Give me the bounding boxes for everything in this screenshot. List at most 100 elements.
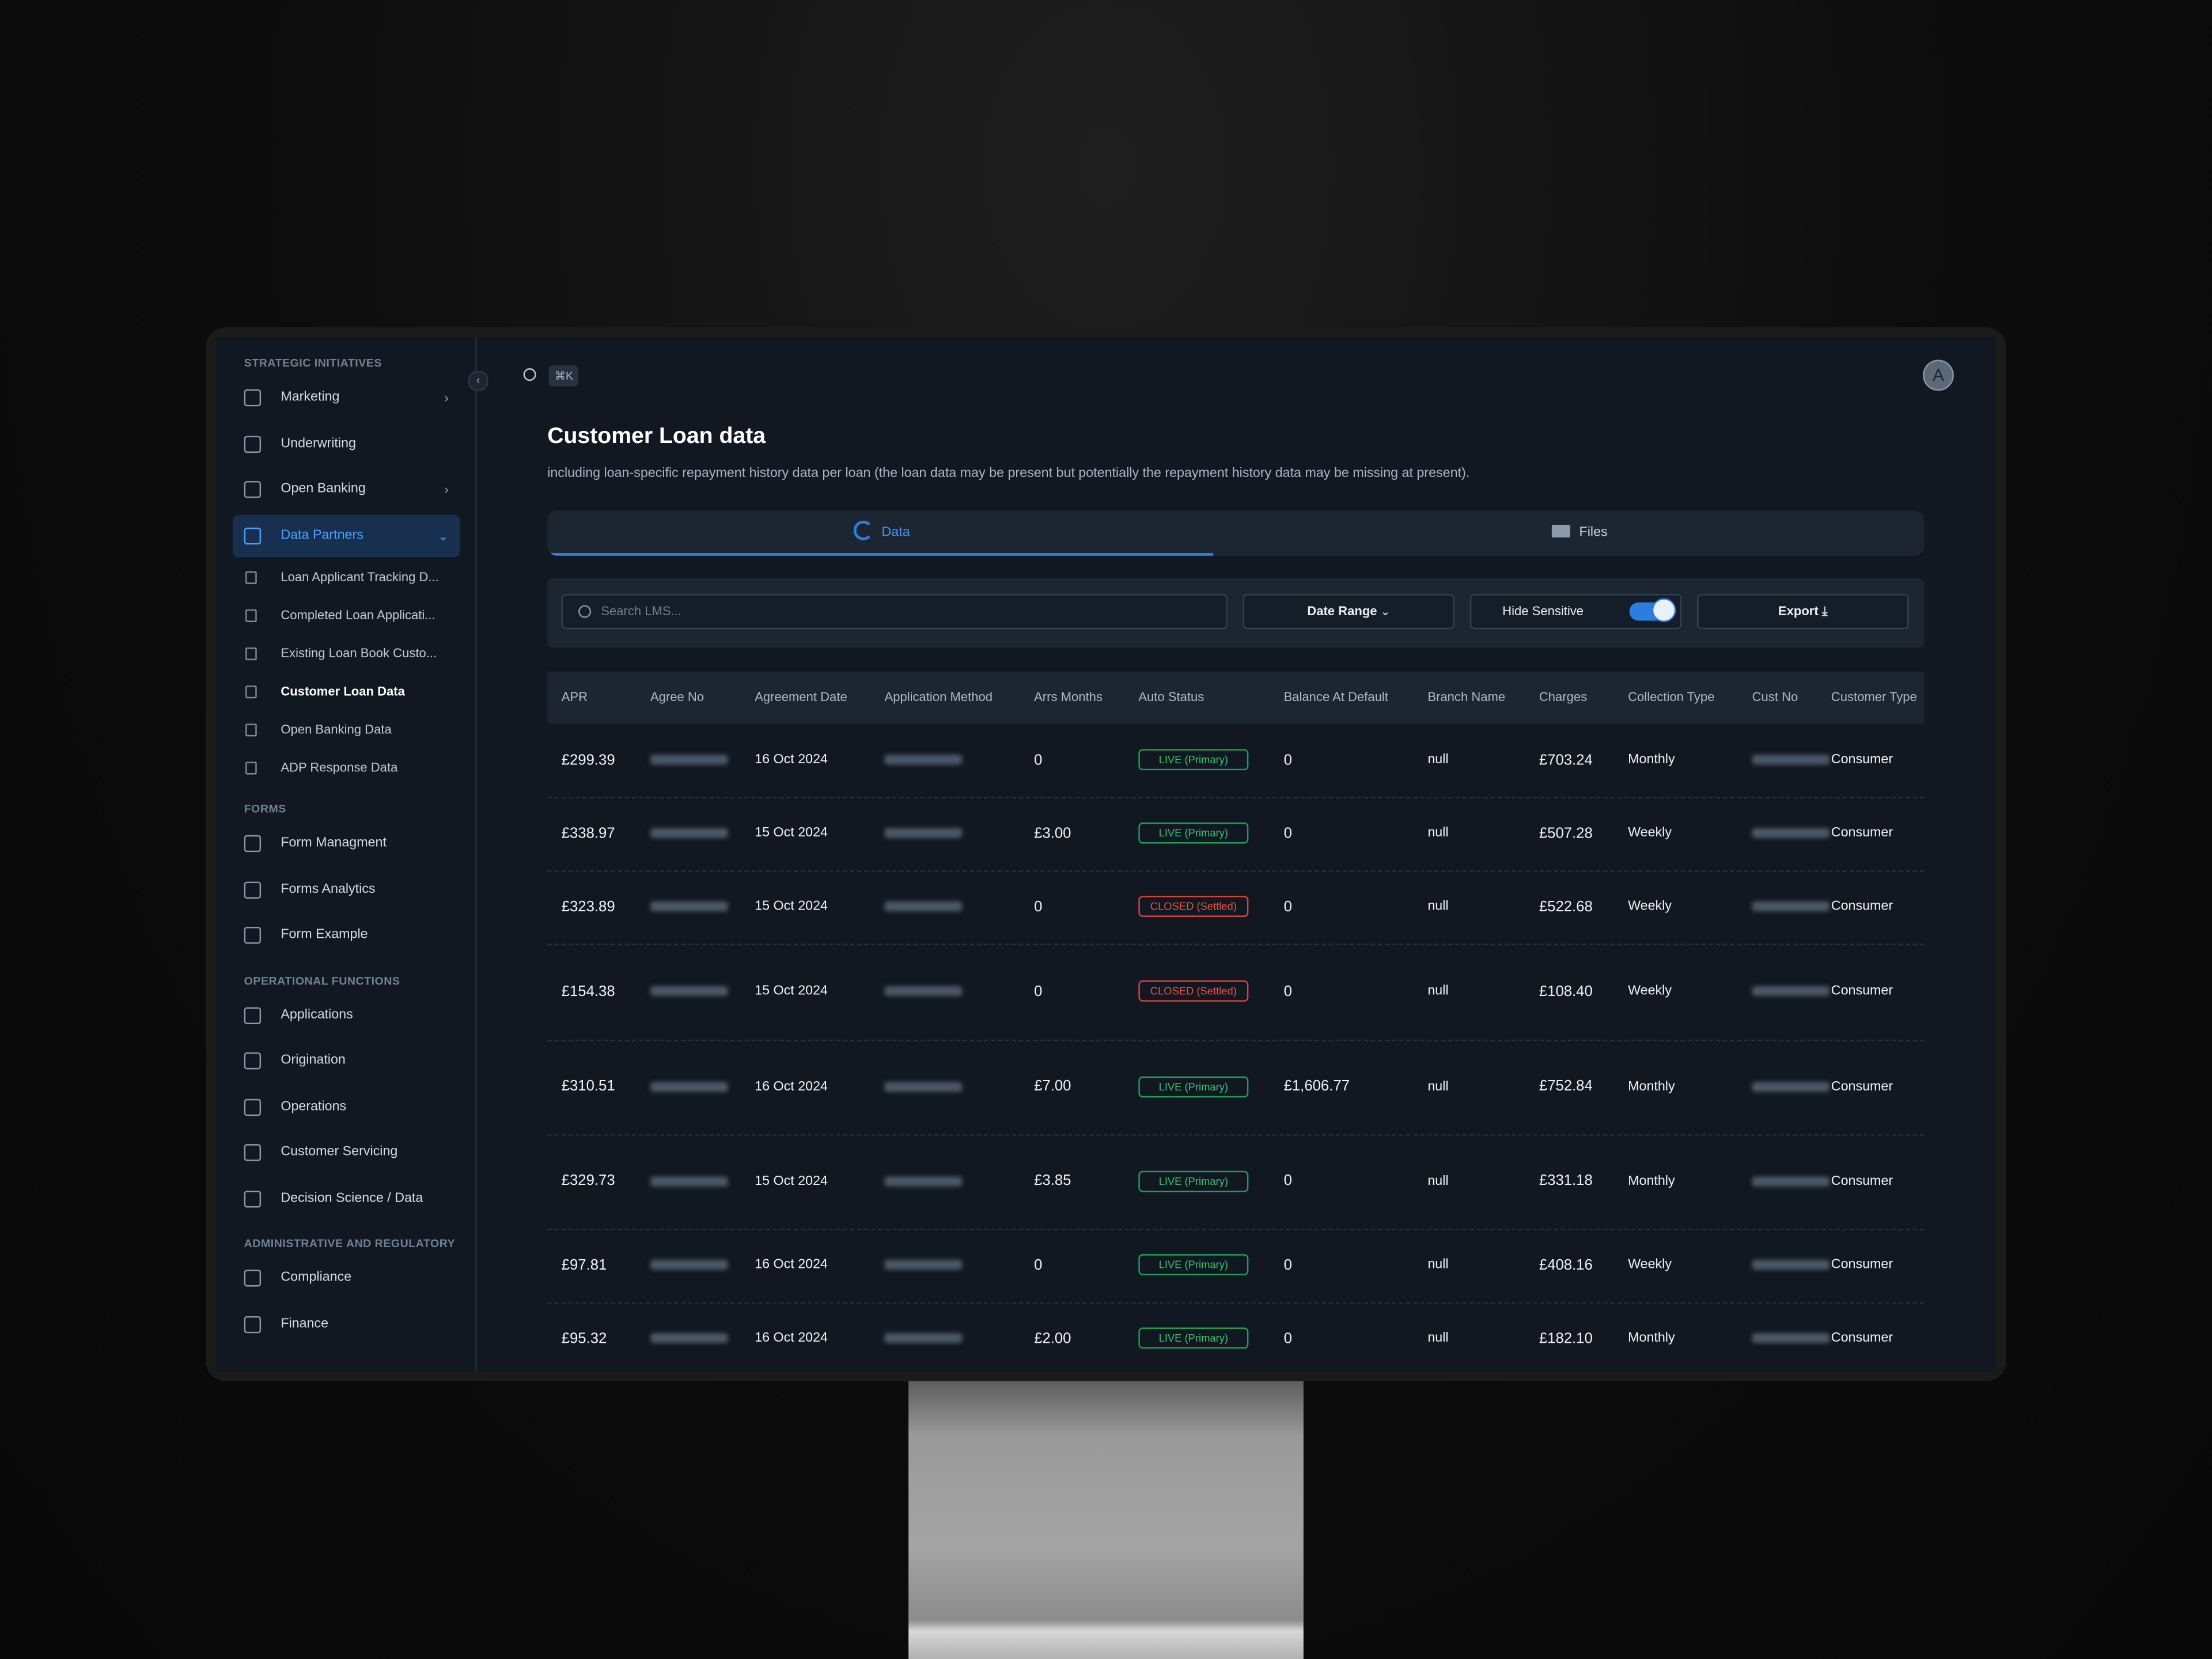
table-cell: 15 Oct 2024: [755, 1173, 828, 1190]
table-row[interactable]: £310.51 16 Oct 2024 £7.00 LIVE (Primary) £1,…: [547, 1040, 1925, 1136]
section-title: STRATEGIC INITIATIVES: [244, 357, 382, 370]
table-cell: 15 Oct 2024: [755, 899, 828, 914]
nav-subitem[interactable]: Completed Loan Applicati...: [216, 597, 476, 635]
status-badge: LIVE (Primary): [1138, 1076, 1249, 1098]
nav-subitem[interactable]: Open Banking Data: [216, 711, 476, 749]
nav-item[interactable]: Customer Servicing: [233, 1130, 460, 1176]
redacted-value: [1752, 1333, 1830, 1343]
chevron: ›: [444, 391, 449, 405]
redacted-value: [884, 901, 963, 912]
status-badge: CLOSED (Settled): [1138, 896, 1249, 917]
nav-subitem[interactable]: Customer Loan Data: [216, 673, 476, 711]
nav-label: Underwriting: [281, 435, 356, 451]
table-cell: null: [1427, 1257, 1449, 1272]
nav-item[interactable]: Marketing ›: [233, 375, 460, 421]
status-badge: LIVE (Primary): [1138, 749, 1249, 771]
redacted-value: [650, 755, 728, 765]
screen: STRATEGIC INITIATIVES Marketing › Underwrit…: [215, 337, 1997, 1372]
table-cell: £408.16: [1539, 1257, 1593, 1274]
nav-item[interactable]: Applications: [233, 993, 460, 1039]
nav-item[interactable]: Underwriting: [233, 421, 460, 467]
column-header[interactable]: Agreement Date: [755, 690, 847, 704]
table-cell: 15 Oct 2024: [755, 825, 828, 841]
nav-icon: [245, 762, 257, 775]
label: Export: [1778, 604, 1819, 618]
export-button[interactable]: Export ⤓: [1697, 594, 1909, 630]
nav-item[interactable]: Data Partners ⌄: [233, 514, 460, 557]
table-cell: £1,606.77: [1283, 1078, 1350, 1095]
nav-item[interactable]: Forms Analytics: [233, 867, 460, 913]
table-cell: 0: [1283, 899, 1292, 916]
status-badge: LIVE (Primary): [1138, 822, 1249, 844]
monitor-stand: [908, 1381, 1304, 1659]
section-title: ADMINISTRATIVE AND REGULATORY: [244, 1237, 456, 1250]
table: APR Agree No Agreement Date Application Met…: [547, 671, 1925, 1372]
toggle[interactable]: [1629, 598, 1676, 623]
tab-label: Files: [1579, 525, 1608, 540]
nav-icon: [244, 1052, 262, 1070]
column-header[interactable]: Charges: [1539, 690, 1588, 704]
nav-item[interactable]: Form Managment: [233, 821, 460, 867]
tab[interactable]: Files: [1236, 511, 1924, 556]
column-header[interactable]: Agree No: [650, 690, 704, 704]
column-header[interactable]: Application Method: [884, 690, 993, 704]
nav-item[interactable]: Open Banking ›: [233, 467, 460, 513]
nav-item[interactable]: Origination: [233, 1038, 460, 1084]
sidebar-spacer: [216, 337, 476, 341]
column-header[interactable]: Cust No: [1752, 690, 1798, 704]
table-cell: £323.89: [561, 899, 615, 916]
table-cell: £703.24: [1539, 752, 1593, 769]
nav-label: Loan Applicant Tracking D...: [281, 570, 439, 584]
search-input[interactable]: Search LMS...: [561, 594, 1228, 630]
table-cell: Consumer: [1831, 899, 1893, 914]
hide-sensitive[interactable]: Hide Sensitive: [1469, 594, 1682, 630]
table-cell: 16 Oct 2024: [755, 1079, 828, 1095]
nav-icon: [244, 1190, 262, 1207]
nav-subitem[interactable]: Existing Loan Book Custo...: [216, 635, 476, 673]
table-cell: null: [1427, 1330, 1449, 1346]
nav-label: Data Partners: [281, 527, 363, 543]
search-icon[interactable]: [523, 368, 536, 381]
nav-label: ADP Response Data: [281, 760, 398, 775]
table-cell: LIVE (Primary): [1138, 1040, 1249, 1134]
nav-icon: [244, 881, 262, 899]
nav-item[interactable]: Finance: [233, 1301, 460, 1347]
table-cell: Consumer: [1831, 825, 1893, 841]
table-row[interactable]: £154.38 15 Oct 2024 0 CLOSED (Settled) 0 null…: [547, 944, 1925, 1041]
table-row[interactable]: £97.81 16 Oct 2024 0 LIVE (Primary) 0 null £40…: [547, 1229, 1925, 1304]
column-header[interactable]: Branch Name: [1427, 690, 1506, 704]
table-cell: £3.00: [1034, 825, 1071, 843]
nav-item[interactable]: Decision Science / Data: [233, 1176, 460, 1222]
column-header[interactable]: Collection Type: [1628, 690, 1715, 704]
collapse-button[interactable]: ‹: [468, 371, 488, 391]
table-row[interactable]: £323.89 15 Oct 2024 0 CLOSED (Settled) 0 null…: [547, 870, 1925, 945]
nav-icon: [244, 927, 262, 944]
table-row[interactable]: £338.97 15 Oct 2024 £3.00 LIVE (Primary) 0 nu…: [547, 797, 1925, 872]
redacted-value: [1752, 1259, 1830, 1270]
column-header[interactable]: Arrs Months: [1034, 690, 1103, 704]
table-header: APR Agree No Agreement Date Application Met…: [547, 671, 1925, 724]
column-header[interactable]: Auto Status: [1138, 690, 1205, 704]
nav-subitem[interactable]: Loan Applicant Tracking D...: [216, 559, 476, 597]
column-header[interactable]: Balance At Default: [1283, 690, 1388, 704]
table-cell: LIVE (Primary): [1138, 797, 1249, 870]
table-cell: 0: [1283, 1172, 1292, 1190]
table-cell: 0: [1034, 752, 1043, 769]
table-cell: £329.73: [561, 1172, 615, 1190]
avatar[interactable]: A: [1922, 359, 1954, 391]
redacted-value: [1752, 1081, 1830, 1092]
nav-item[interactable]: Operations: [233, 1084, 460, 1130]
column-header[interactable]: Customer Type: [1831, 690, 1917, 704]
column-header[interactable]: APR: [561, 690, 588, 704]
table-row[interactable]: £329.73 15 Oct 2024 £3.85 LIVE (Primary) 0 nu…: [547, 1134, 1925, 1230]
nav-item[interactable]: Form Example: [233, 912, 460, 959]
date-range-button[interactable]: Date Range ⌄: [1243, 594, 1455, 630]
table-cell: £3.85: [1034, 1172, 1071, 1190]
table-row[interactable]: £95.32 16 Oct 2024 £2.00 LIVE (Primary) 0 nul…: [547, 1302, 1924, 1371]
table-cell: 0: [1283, 1257, 1292, 1274]
nav-subitem[interactable]: ADP Response Data: [216, 749, 476, 787]
table-row[interactable]: £299.39 16 Oct 2024 0 LIVE (Primary) 0 null £7…: [547, 724, 1925, 799]
tab[interactable]: Data: [550, 511, 1214, 556]
nav-item[interactable]: Compliance: [233, 1256, 460, 1302]
table-cell: LIVE (Primary): [1138, 1302, 1249, 1371]
